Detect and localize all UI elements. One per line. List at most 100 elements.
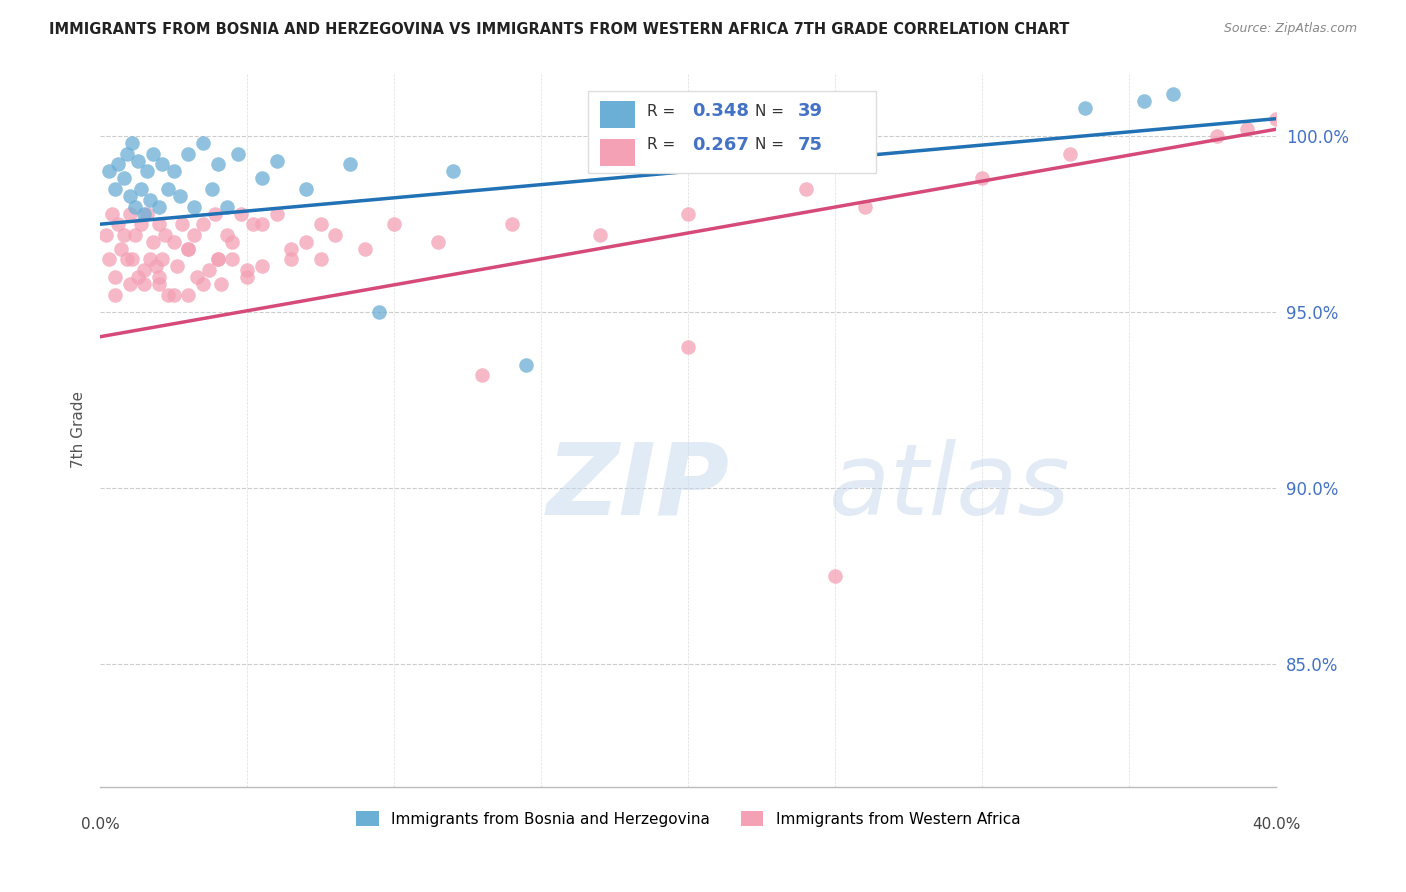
Point	[142, 235, 165, 249]
Point	[112, 227, 135, 242]
Point	[156, 287, 179, 301]
Point	[162, 287, 184, 301]
Point	[183, 227, 205, 242]
Point	[127, 269, 149, 284]
Text: IMMIGRANTS FROM BOSNIA AND HERZEGOVINA VS IMMIGRANTS FROM WESTERN AFRICA 7TH GRA: IMMIGRANTS FROM BOSNIA AND HERZEGOVINA V…	[49, 22, 1070, 37]
Point	[136, 164, 159, 178]
Point	[676, 207, 699, 221]
FancyBboxPatch shape	[588, 91, 876, 173]
Point	[172, 217, 194, 231]
Point	[177, 287, 200, 301]
Point	[150, 252, 173, 267]
Point	[115, 252, 138, 267]
Point	[153, 227, 176, 242]
Point	[198, 263, 221, 277]
Point	[104, 182, 127, 196]
Point	[177, 146, 200, 161]
Point	[162, 164, 184, 178]
Point	[177, 242, 200, 256]
Point	[124, 200, 146, 214]
Text: 40.0%: 40.0%	[1251, 817, 1301, 832]
Point	[162, 235, 184, 249]
Point	[177, 242, 200, 256]
Point	[648, 136, 671, 151]
Text: 0.0%: 0.0%	[80, 817, 120, 832]
Point	[148, 277, 170, 291]
Point	[112, 171, 135, 186]
Point	[101, 207, 124, 221]
Point	[441, 164, 464, 178]
FancyBboxPatch shape	[600, 101, 636, 128]
Text: 75: 75	[797, 136, 823, 153]
Text: Source: ZipAtlas.com: Source: ZipAtlas.com	[1223, 22, 1357, 36]
Point	[134, 277, 156, 291]
Point	[339, 157, 361, 171]
Text: 39: 39	[797, 103, 823, 120]
Point	[250, 217, 273, 231]
Point	[1236, 122, 1258, 136]
Point	[115, 146, 138, 161]
Point	[515, 358, 537, 372]
Text: 0.348: 0.348	[692, 103, 748, 120]
Text: atlas: atlas	[830, 439, 1071, 535]
Point	[145, 260, 167, 274]
Point	[124, 227, 146, 242]
Point	[368, 305, 391, 319]
Point	[118, 207, 141, 221]
Point	[280, 252, 302, 267]
Point	[169, 189, 191, 203]
Point	[118, 277, 141, 291]
Point	[501, 217, 523, 231]
Point	[295, 182, 318, 196]
Text: R =: R =	[647, 103, 681, 119]
Point	[129, 217, 152, 231]
Point	[382, 217, 405, 231]
Point	[427, 235, 450, 249]
Point	[1133, 94, 1156, 108]
Point	[231, 207, 253, 221]
Point	[215, 200, 238, 214]
Point	[824, 569, 846, 583]
Point	[215, 227, 238, 242]
Point	[295, 235, 318, 249]
Point	[207, 157, 229, 171]
Point	[280, 242, 302, 256]
Point	[853, 200, 876, 214]
Point	[794, 146, 817, 161]
FancyBboxPatch shape	[600, 138, 636, 166]
Point	[236, 269, 259, 284]
Point	[266, 153, 288, 168]
Point	[204, 207, 226, 221]
Legend: Immigrants from Bosnia and Herzegovina, Immigrants from Western Africa: Immigrants from Bosnia and Herzegovina, …	[350, 805, 1026, 833]
Point	[121, 252, 143, 267]
Text: N =: N =	[755, 137, 789, 153]
Point	[139, 193, 162, 207]
Point	[226, 146, 249, 161]
Point	[148, 200, 170, 214]
Point	[104, 269, 127, 284]
Point	[97, 164, 120, 178]
Point	[134, 207, 156, 221]
Point	[150, 157, 173, 171]
Point	[156, 182, 179, 196]
Point	[1074, 101, 1097, 115]
Point	[1265, 112, 1288, 126]
Point	[186, 269, 208, 284]
Point	[209, 277, 232, 291]
Text: R =: R =	[647, 137, 681, 153]
Point	[353, 242, 375, 256]
Point	[1206, 129, 1229, 144]
Point	[191, 136, 214, 151]
Point	[221, 252, 243, 267]
Point	[242, 217, 264, 231]
Point	[136, 207, 159, 221]
Point	[201, 182, 224, 196]
Point	[139, 252, 162, 267]
Point	[309, 252, 332, 267]
Point	[104, 287, 127, 301]
Point	[127, 153, 149, 168]
Point	[110, 242, 132, 256]
Point	[166, 260, 188, 274]
Point	[676, 340, 699, 354]
Point	[309, 217, 332, 231]
